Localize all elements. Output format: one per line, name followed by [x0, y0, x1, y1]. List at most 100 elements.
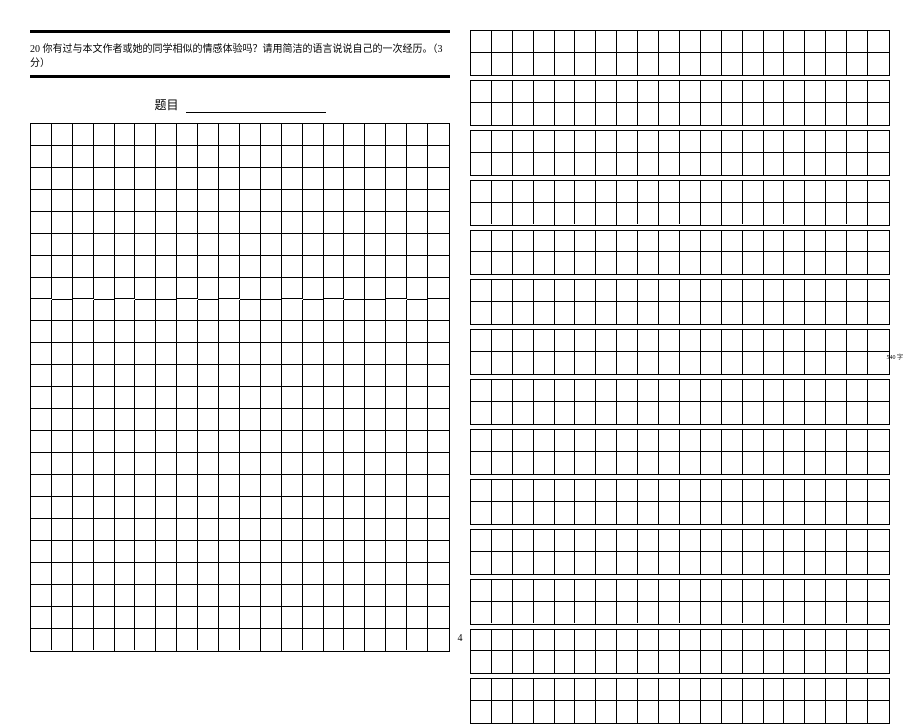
essay-grid-block[interactable]	[470, 579, 890, 625]
grid-cell[interactable]	[198, 409, 219, 431]
grid-cell[interactable]	[659, 280, 680, 302]
grid-cell[interactable]	[471, 53, 492, 75]
grid-cell[interactable]	[492, 153, 513, 175]
grid-cell[interactable]	[701, 302, 722, 324]
grid-cell[interactable]	[135, 365, 156, 387]
grid-cell[interactable]	[743, 530, 764, 552]
grid-cell[interactable]	[492, 103, 513, 125]
grid-cell[interactable]	[407, 497, 428, 519]
grid-cell[interactable]	[492, 252, 513, 274]
grid-cell[interactable]	[240, 607, 261, 629]
grid-cell[interactable]	[282, 343, 303, 365]
grid-cell[interactable]	[240, 278, 261, 300]
grid-cell[interactable]	[428, 168, 449, 190]
grid-cell[interactable]	[575, 679, 596, 701]
grid-cell[interactable]	[471, 203, 492, 225]
grid-cell[interactable]	[534, 231, 555, 253]
grid-cell[interactable]	[73, 475, 94, 497]
grid-cell[interactable]	[471, 630, 492, 652]
grid-cell[interactable]	[303, 431, 324, 453]
grid-cell[interactable]	[659, 651, 680, 673]
grid-cell[interactable]	[31, 519, 52, 541]
grid-cell[interactable]	[303, 563, 324, 585]
grid-cell[interactable]	[156, 387, 177, 409]
grid-cell[interactable]	[177, 431, 198, 453]
grid-cell[interactable]	[638, 330, 659, 352]
grid-cell[interactable]	[868, 602, 889, 624]
grid-cell[interactable]	[555, 552, 576, 574]
essay-title-blank[interactable]	[186, 112, 326, 113]
grid-cell[interactable]	[534, 701, 555, 723]
grid-cell[interactable]	[868, 402, 889, 424]
grid-cell[interactable]	[324, 234, 345, 256]
grid-cell[interactable]	[575, 53, 596, 75]
grid-cell[interactable]	[240, 343, 261, 365]
grid-cell[interactable]	[219, 124, 240, 146]
grid-cell[interactable]	[94, 124, 115, 146]
essay-grid-block[interactable]	[470, 180, 890, 226]
grid-cell[interactable]	[513, 580, 534, 602]
grid-cell[interactable]	[596, 552, 617, 574]
grid-cell[interactable]	[575, 480, 596, 502]
grid-cell[interactable]	[156, 629, 177, 651]
grid-cell[interactable]	[219, 629, 240, 651]
essay-grid-block[interactable]	[470, 629, 890, 675]
grid-cell[interactable]	[805, 252, 826, 274]
grid-cell[interactable]	[534, 81, 555, 103]
grid-cell[interactable]	[743, 502, 764, 524]
grid-cell[interactable]	[94, 475, 115, 497]
grid-cell[interactable]	[407, 321, 428, 343]
grid-cell[interactable]	[94, 300, 115, 322]
grid-cell[interactable]	[847, 452, 868, 474]
grid-cell[interactable]	[365, 124, 386, 146]
grid-cell[interactable]	[575, 330, 596, 352]
grid-cell[interactable]	[428, 343, 449, 365]
grid-cell[interactable]	[492, 602, 513, 624]
grid-cell[interactable]	[198, 321, 219, 343]
grid-cell[interactable]	[303, 365, 324, 387]
grid-cell[interactable]	[177, 365, 198, 387]
grid-cell[interactable]	[826, 580, 847, 602]
grid-cell[interactable]	[784, 402, 805, 424]
grid-cell[interactable]	[115, 168, 136, 190]
grid-cell[interactable]	[534, 552, 555, 574]
grid-cell[interactable]	[303, 278, 324, 300]
grid-cell[interactable]	[344, 146, 365, 168]
grid-cell[interactable]	[722, 231, 743, 253]
grid-cell[interactable]	[115, 124, 136, 146]
grid-cell[interactable]	[135, 124, 156, 146]
grid-cell[interactable]	[198, 497, 219, 519]
grid-cell[interactable]	[805, 280, 826, 302]
grid-cell[interactable]	[52, 278, 73, 300]
grid-cell[interactable]	[52, 212, 73, 234]
grid-cell[interactable]	[617, 380, 638, 402]
grid-cell[interactable]	[407, 629, 428, 651]
grid-cell[interactable]	[617, 53, 638, 75]
grid-cell[interactable]	[513, 480, 534, 502]
grid-cell[interactable]	[52, 321, 73, 343]
grid-cell[interactable]	[575, 530, 596, 552]
grid-cell[interactable]	[471, 530, 492, 552]
grid-cell[interactable]	[324, 453, 345, 475]
grid-cell[interactable]	[115, 190, 136, 212]
grid-cell[interactable]	[471, 552, 492, 574]
grid-cell[interactable]	[156, 607, 177, 629]
grid-cell[interactable]	[743, 352, 764, 374]
grid-cell[interactable]	[617, 630, 638, 652]
grid-cell[interactable]	[701, 430, 722, 452]
grid-cell[interactable]	[303, 387, 324, 409]
grid-cell[interactable]	[156, 343, 177, 365]
grid-cell[interactable]	[471, 280, 492, 302]
grid-cell[interactable]	[638, 31, 659, 53]
grid-cell[interactable]	[471, 31, 492, 53]
grid-cell[interactable]	[784, 53, 805, 75]
grid-cell[interactable]	[722, 502, 743, 524]
grid-cell[interactable]	[324, 256, 345, 278]
grid-cell[interactable]	[764, 231, 785, 253]
grid-cell[interactable]	[575, 131, 596, 153]
grid-cell[interactable]	[261, 453, 282, 475]
grid-cell[interactable]	[198, 190, 219, 212]
grid-cell[interactable]	[177, 321, 198, 343]
grid-cell[interactable]	[764, 53, 785, 75]
grid-cell[interactable]	[638, 280, 659, 302]
